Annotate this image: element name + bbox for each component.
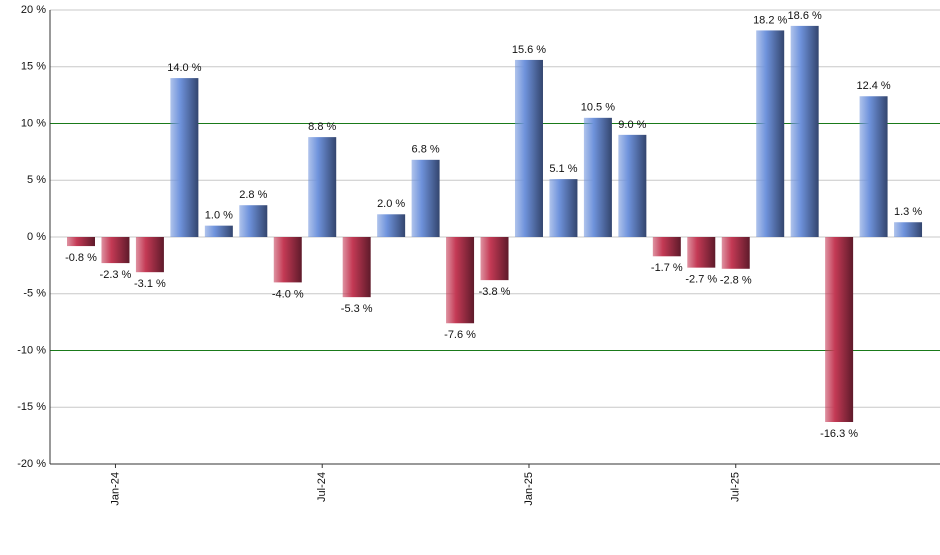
value-label: 14.0 % (167, 62, 201, 74)
x-tick-label: Jul-25 (730, 472, 742, 502)
bar (204, 225, 233, 237)
bar (652, 237, 681, 257)
value-label: 2.8 % (239, 189, 267, 201)
value-label: -16.3 % (820, 428, 858, 440)
value-label: 12.4 % (856, 80, 890, 92)
value-label: 6.8 % (412, 144, 440, 156)
bar (687, 237, 716, 268)
value-label: 1.3 % (894, 206, 922, 218)
value-label: 15.6 % (512, 44, 546, 56)
bar (825, 237, 854, 423)
value-label: 9.0 % (618, 119, 646, 131)
y-tick-label: -15 % (17, 401, 46, 413)
y-tick-label: 20 % (21, 4, 46, 16)
value-label: -2.7 % (685, 274, 717, 286)
bar (790, 25, 819, 237)
bar (273, 237, 302, 283)
bar (170, 78, 199, 237)
value-label: -5.3 % (341, 303, 373, 315)
value-label: -2.3 % (100, 269, 132, 281)
bar (342, 237, 371, 298)
bar (583, 117, 612, 237)
bar (618, 134, 647, 237)
bar (756, 30, 785, 238)
value-label: 5.1 % (549, 163, 577, 175)
value-label: 2.0 % (377, 198, 405, 210)
bar (894, 222, 923, 237)
value-label: 18.2 % (753, 14, 787, 26)
value-label: 8.8 % (308, 121, 336, 133)
bar (859, 96, 888, 237)
bar (411, 159, 440, 237)
value-label: -3.1 % (134, 278, 166, 290)
value-label: 18.6 % (788, 10, 822, 22)
bar (514, 59, 543, 237)
bar (446, 237, 475, 324)
value-label: -3.8 % (479, 286, 511, 298)
y-tick-label: -5 % (23, 288, 46, 300)
value-label: -7.6 % (444, 329, 476, 341)
value-label: -4.0 % (272, 288, 304, 300)
value-label: -1.7 % (651, 262, 683, 274)
bar (67, 237, 95, 247)
value-label: 10.5 % (581, 102, 615, 114)
y-tick-label: -10 % (17, 344, 46, 356)
bar (135, 237, 164, 273)
bar (480, 237, 509, 281)
bar (377, 214, 406, 237)
bar (721, 237, 750, 269)
value-label: -0.8 % (65, 252, 97, 264)
bar (549, 179, 578, 237)
x-tick-label: Jan-25 (523, 472, 535, 506)
y-tick-label: 0 % (27, 231, 46, 243)
value-label: 1.0 % (205, 210, 233, 222)
x-tick-label: Jan-24 (109, 472, 121, 506)
y-tick-label: 10 % (21, 117, 46, 129)
y-tick-label: 15 % (21, 61, 46, 73)
value-label: -2.8 % (720, 275, 752, 287)
bar (101, 237, 130, 264)
y-tick-label: -20 % (17, 458, 46, 470)
y-tick-label: 5 % (27, 174, 46, 186)
bar (308, 137, 337, 237)
bar (239, 205, 268, 237)
x-tick-label: Jul-24 (316, 472, 328, 502)
